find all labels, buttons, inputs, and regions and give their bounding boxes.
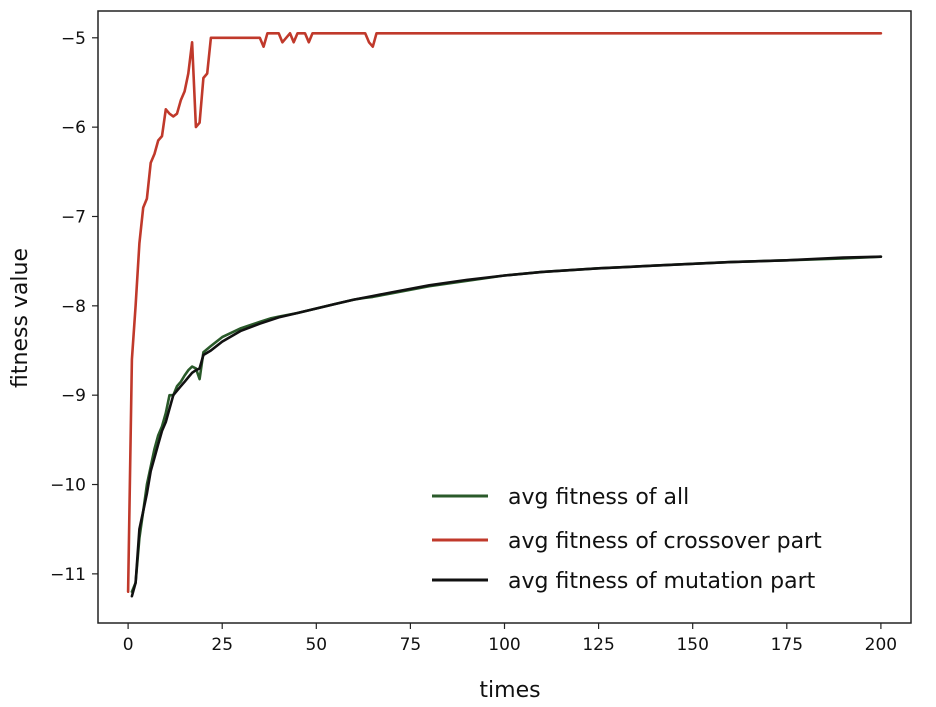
x-axis-ticks: 0 25 50 75 100 125 150 175 200 [123,623,897,655]
series-line-2 [126,31,883,594]
y-tick-label: −10 [50,476,86,496]
x-tick-label: 0 [123,635,134,655]
y-tick-label: −9 [61,386,86,406]
x-tick-label: 150 [676,635,708,655]
legend-label: avg fitness of mutation part [508,569,816,594]
y-tick-label: −6 [61,118,86,138]
legend: avg fitness of all avg fitness of crossov… [432,485,822,594]
x-tick-label: 100 [488,635,520,655]
y-tick-label: −11 [50,565,86,585]
x-tick-label: 50 [305,635,327,655]
x-axis-title: times [479,678,540,703]
legend-label: avg fitness of crossover part [508,529,822,554]
y-axis-ticks: −11 −10 −9 −8 −7 −6 −5 [50,29,98,585]
x-tick-label: 200 [865,635,897,655]
x-tick-label: 75 [400,635,422,655]
series-layer [126,31,883,598]
y-tick-label: −8 [61,297,86,317]
x-tick-label: 25 [211,635,233,655]
plot-frame [97,10,912,624]
legend-label: avg fitness of all [508,485,689,510]
y-axis-title: fitness value [8,248,33,388]
series-line-3 [130,255,883,598]
y-tick-label: −7 [61,207,86,227]
x-tick-label: 175 [771,635,803,655]
y-tick-label: −5 [61,29,86,49]
x-tick-label: 125 [582,635,614,655]
